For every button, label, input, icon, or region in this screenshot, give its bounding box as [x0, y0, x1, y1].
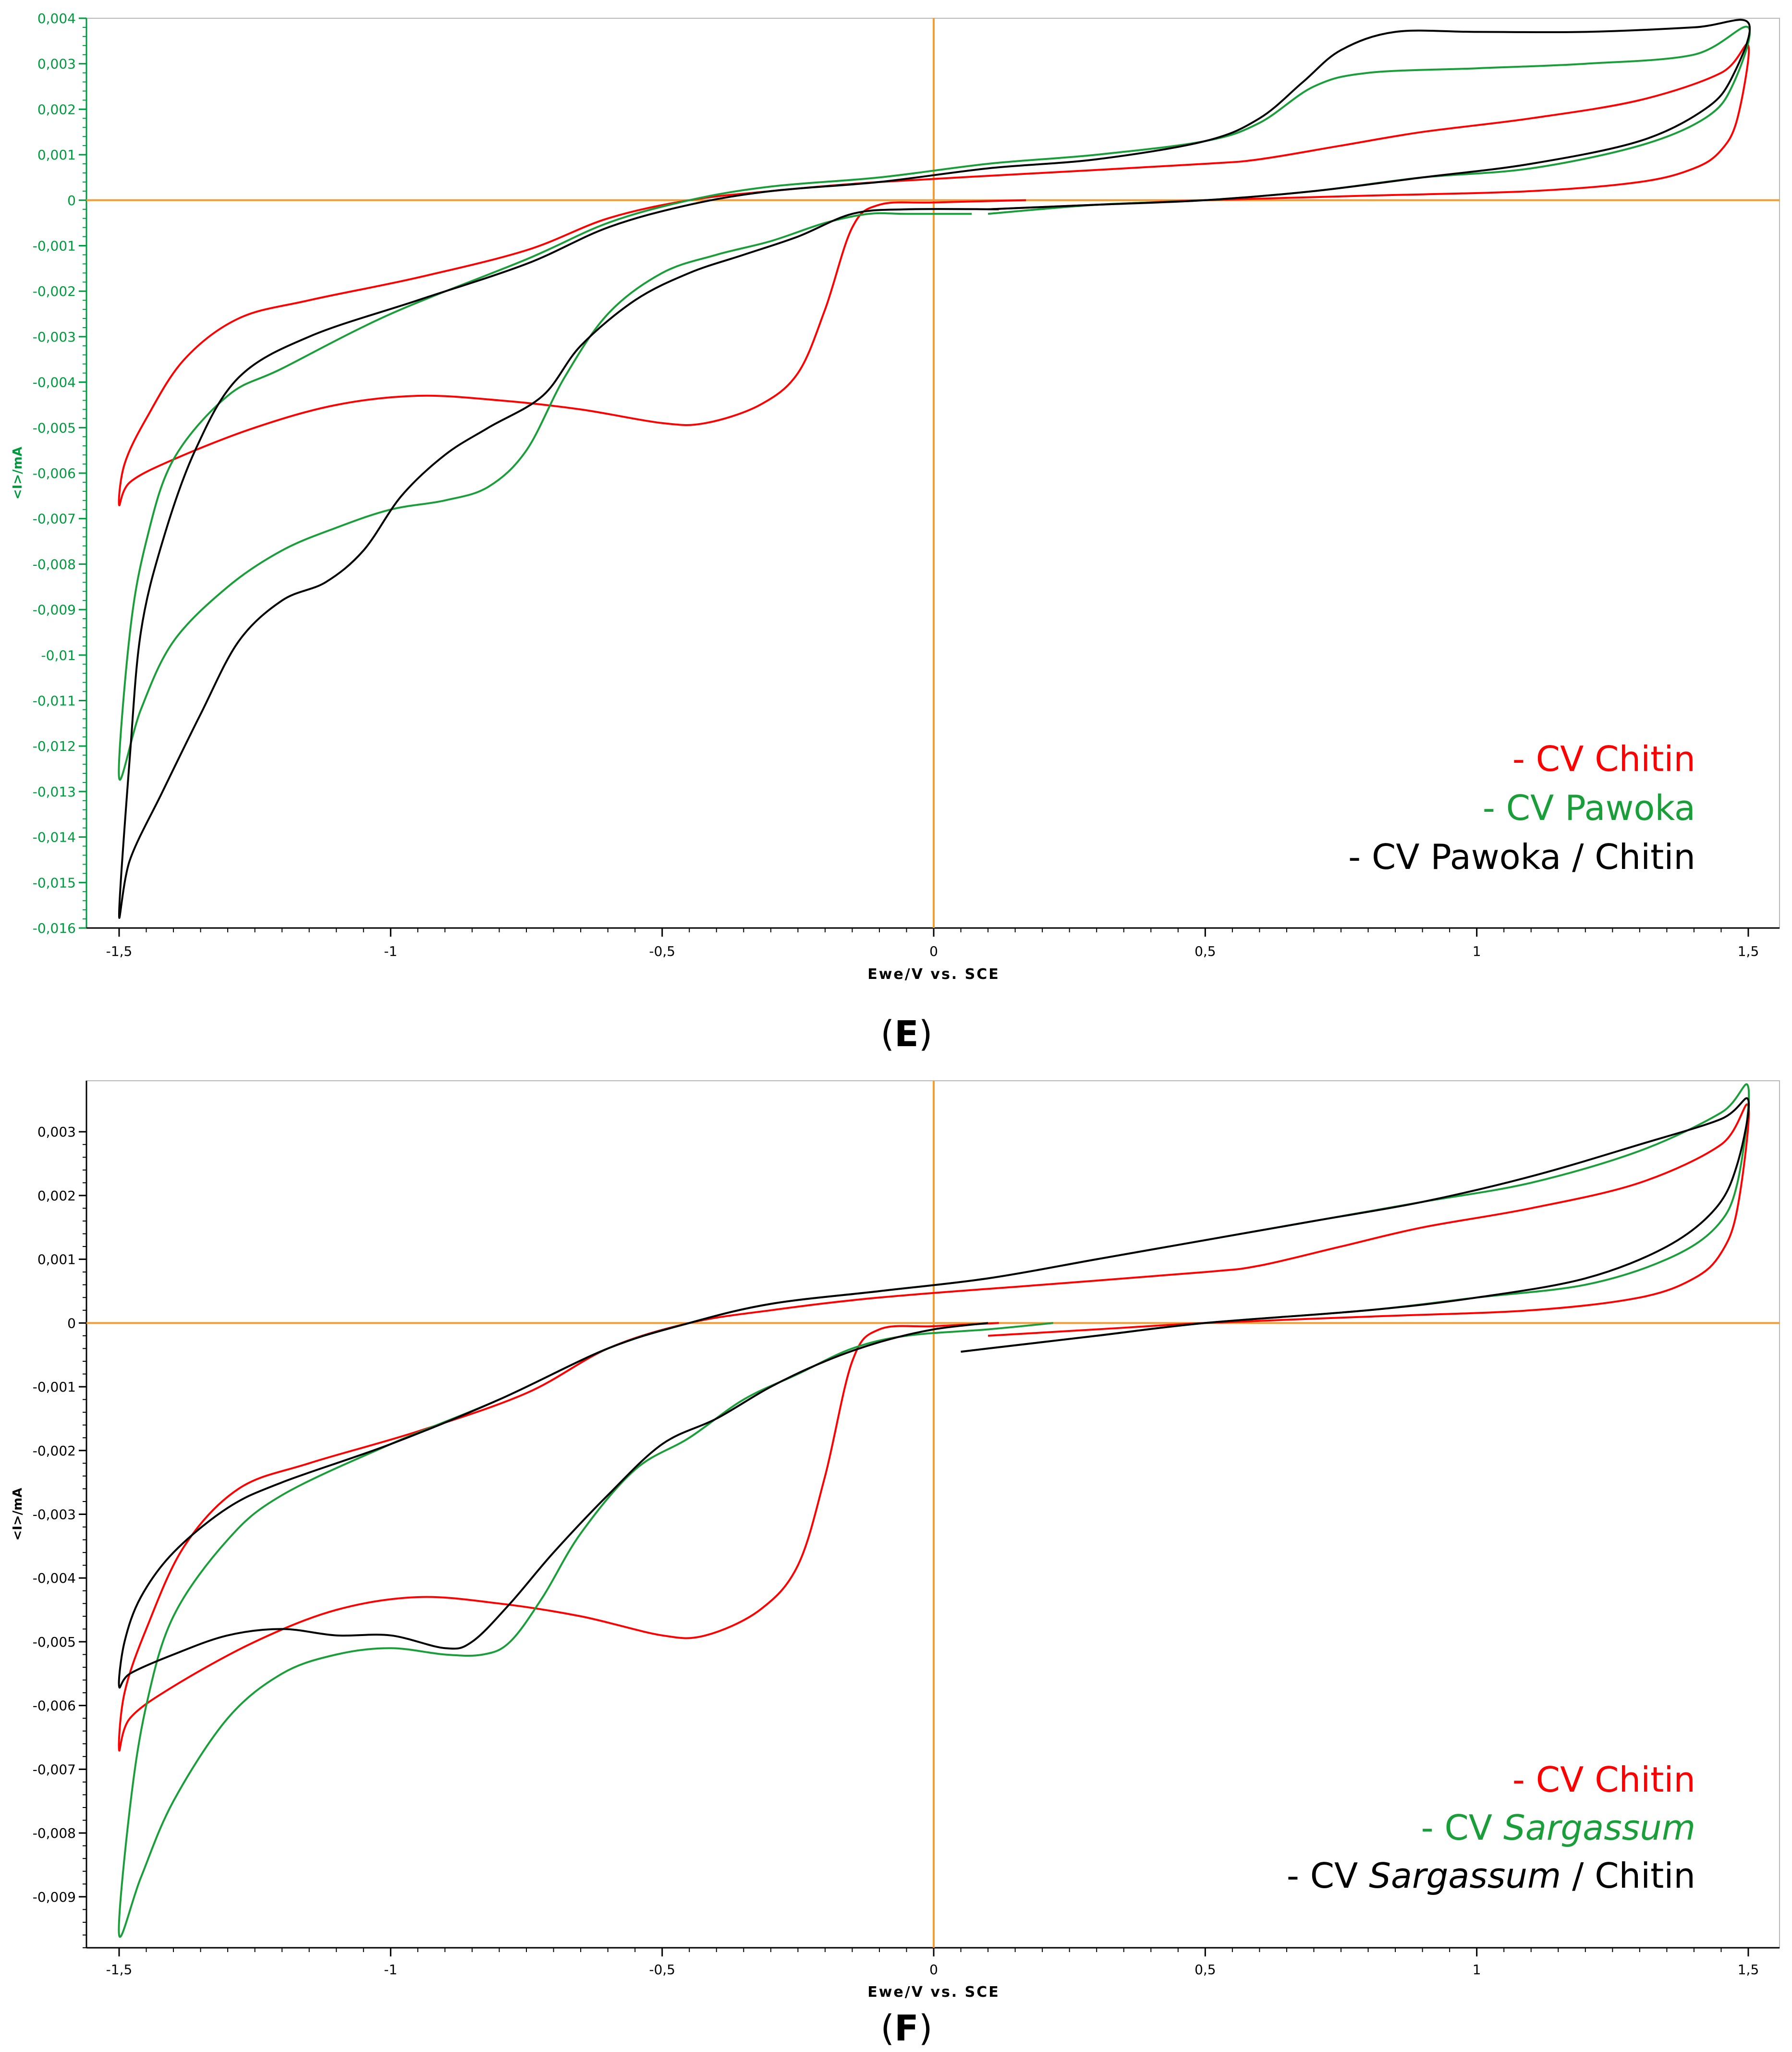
panel-e-y-tick-label: -0,014: [33, 830, 76, 845]
panel-e-legend-item: - CV Pawoka / Chitin: [1348, 837, 1695, 877]
legend-label: Sargassum: [1503, 1808, 1695, 1848]
panel-e-chart: 0,004 0,003 0,002 0,001 0 -0,001 -0,002 -0,003 -…: [11, 11, 1780, 1055]
panel-f-y-axis-label: <I>/mA: [11, 1488, 25, 1541]
panel-e-y-tick-label: -0,003: [33, 329, 76, 345]
panel-f-x-tick-label: 0: [929, 1962, 938, 1978]
panel-e-y-tick-label: -0,015: [33, 875, 76, 891]
panel-f-chart: 0,003 0,002 0,001 0 -0,001 -0,002 -0,003 -0,004…: [11, 1080, 1780, 2049]
panel-f-x-tick-label: -1: [384, 1962, 397, 1978]
panel-label-letter: E: [894, 1014, 919, 1055]
panel-e-legend-item: - CV Chitin: [1512, 739, 1695, 779]
panel-e-y-tick-label: 0,001: [37, 147, 76, 163]
panel-f-x-axis-label: Ewe/V vs. SCE: [867, 1984, 1000, 2001]
panel-f-y-tick-label: -0,007: [33, 1761, 76, 1777]
panel-e-y-tick-label: -0,011: [33, 693, 76, 709]
legend-label: CV Chitin: [1536, 739, 1695, 779]
panel-f-y-tick-label: 0,001: [37, 1252, 76, 1268]
panel-e-series-cv-pawoka: [118, 25, 1751, 781]
panel-f-y-tick-label: -0,004: [33, 1570, 76, 1586]
panel-e-y-tick-label: -0,002: [33, 283, 76, 299]
panel-f-legend-item: - CV Sargassum: [1421, 1808, 1695, 1848]
panel-e-y-tick-label: 0,002: [37, 101, 76, 117]
panel-e-y-tick-label: 0,003: [37, 56, 76, 72]
panel-f-y-tick-label: -0,008: [33, 1825, 76, 1841]
panel-e-x-tick-label: -1: [384, 943, 397, 959]
panel-e-y-tick-label: -0,001: [33, 238, 76, 254]
panel-e-y-tick-label: -0,008: [33, 556, 76, 572]
panel-f-y-tick-label: -0,006: [33, 1698, 76, 1714]
panel-e-y-tick-label: -0,006: [33, 465, 76, 481]
panel-e-y-axis-label: <I>/mA: [11, 447, 25, 500]
panel-f-x-tick-label: -0,5: [649, 1962, 675, 1978]
legend-label: CV Pawoka / Chitin: [1372, 837, 1695, 877]
legend-dash: -: [1421, 1808, 1445, 1848]
legend-dash: -: [1512, 739, 1536, 779]
panel-e-y-tick-label: -0,005: [33, 420, 76, 436]
panel-f-x-tick-label: 1,5: [1738, 1962, 1759, 1978]
panel-label-open: (: [880, 1014, 894, 1055]
panel-e-x-tick-label: 1: [1473, 943, 1481, 959]
panel-e-label: (E): [880, 1014, 932, 1055]
panel-e-series-cv-chitin: [118, 43, 1750, 506]
panel-f-x-tick-label: 1: [1473, 1962, 1481, 1978]
panel-e-x-axis-label: Ewe/V vs. SCE: [867, 966, 1000, 983]
panel-f-legend: - CV Chitin- CV Sargassum- CV Sargassum …: [1287, 1759, 1695, 1896]
legend-label: CV Pawoka: [1506, 788, 1695, 828]
panel-e-x-tick-label: -0,5: [649, 943, 675, 959]
legend-label: / Chitin: [1561, 1856, 1695, 1896]
panel-e-legend-item: - CV Pawoka: [1483, 788, 1695, 828]
panel-e-x-tick-label: -1,5: [106, 943, 133, 959]
panel-f-y-tick-label: 0,003: [37, 1124, 76, 1140]
panel-e-series-cv-pawoka-chitin: [118, 19, 1751, 919]
legend-dash: -: [1287, 1856, 1310, 1896]
panel-e-y-tick-label: -0,012: [33, 738, 76, 754]
legend-dash: -: [1512, 1759, 1536, 1800]
panel-f-y-tick-label: 0: [67, 1315, 76, 1331]
panel-e-x-tick-label: 1,5: [1738, 943, 1759, 959]
legend-label: CV: [1445, 1808, 1503, 1848]
panel-e-legend: - CV Chitin- CV Pawoka- CV Pawoka / Chit…: [1348, 739, 1695, 877]
panel-f-legend-item: - CV Chitin: [1512, 1759, 1695, 1800]
panel-e-y-tick-label: -0,004: [33, 375, 76, 391]
panel-label-open: (: [880, 2008, 894, 2049]
panel-f-legend-item: - CV Sargassum / Chitin: [1287, 1856, 1695, 1896]
panel-e-y-tick-label: -0,009: [33, 602, 76, 618]
panel-f-y-tick-label: -0,009: [33, 1889, 76, 1905]
legend-dash: -: [1483, 788, 1506, 828]
panel-e-x-tick-label: 0,5: [1195, 943, 1216, 959]
panel-e-y-tick-label: -0,016: [33, 920, 76, 936]
legend-label: CV: [1310, 1856, 1369, 1896]
panel-f-y-tick-label: -0,003: [33, 1507, 76, 1523]
legend-dash: -: [1348, 837, 1372, 877]
panel-f-y-tick-label: -0,001: [33, 1379, 76, 1395]
panel-f-y-tick-label: -0,005: [33, 1634, 76, 1650]
panel-f-y-tick-label: -0,002: [33, 1443, 76, 1459]
panel-e-y-tick-label: -0,007: [33, 511, 76, 527]
panel-f-label: (F): [880, 2008, 932, 2049]
panel-f-x-tick-label: 0,5: [1195, 1962, 1216, 1978]
panel-f-y-tick-label: 0,002: [37, 1188, 76, 1204]
panel-label-close: ): [919, 2008, 933, 2049]
panel-label-close: ): [919, 1014, 933, 1055]
panel-e-y-tick-label: -0,01: [41, 647, 76, 663]
panel-e-y-tick-label: 0,004: [37, 11, 76, 26]
legend-label: CV Chitin: [1536, 1759, 1695, 1800]
legend-label: Sargassum: [1369, 1856, 1561, 1896]
panel-e-x-tick-label: 0: [929, 943, 938, 959]
panel-e-y-tick-label: -0,013: [33, 784, 76, 800]
panel-e-y-tick-label: 0: [67, 193, 76, 208]
panel-f-series-cv-sargassum-chitin: [118, 1097, 1750, 1689]
panel-label-letter: F: [894, 2008, 919, 2049]
panel-f-x-tick-label: -1,5: [106, 1962, 133, 1978]
